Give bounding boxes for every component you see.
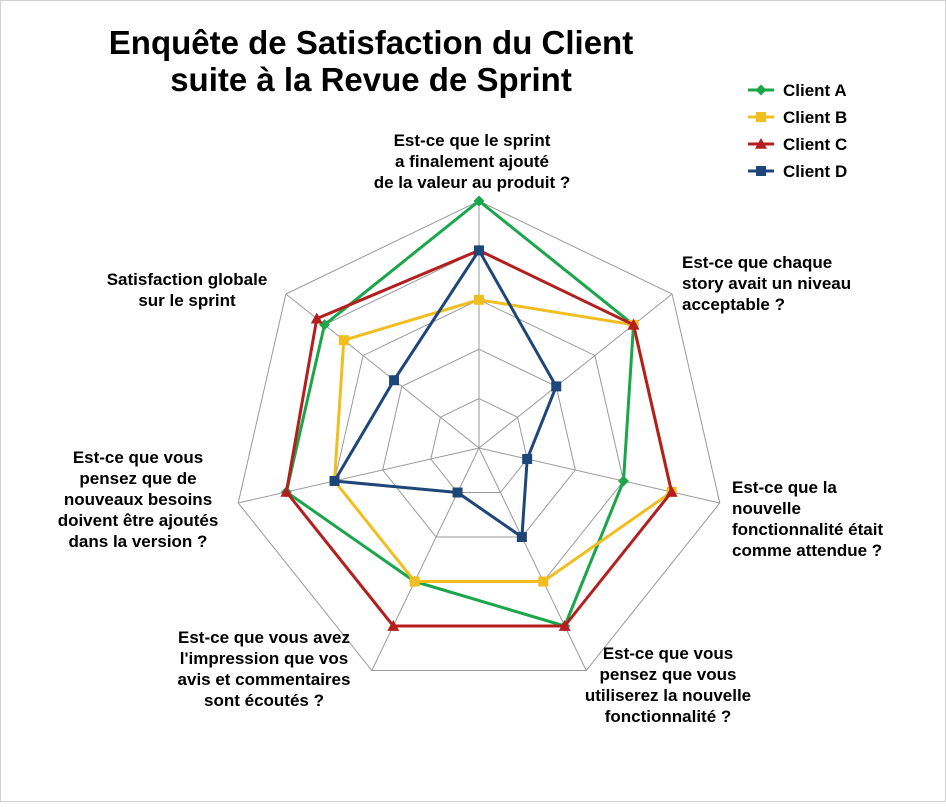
axis-label-line: sont écoutés ? <box>204 691 324 710</box>
data-point <box>474 245 484 256</box>
legend-item: Client C <box>748 135 847 154</box>
data-point <box>665 485 678 497</box>
axis-label-line: Est-ce que vous <box>603 644 733 663</box>
axis-label-line: de la valeur au produit ? <box>374 173 570 192</box>
data-point <box>329 475 340 486</box>
series-line <box>284 248 674 628</box>
legend-marker <box>755 138 767 149</box>
axis-labels: Est-ce que le sprint a finalement ajouté d… <box>58 131 884 726</box>
chart-title-line: Enquête de Satisfaction du Client <box>109 24 633 61</box>
grid-spoke <box>478 447 720 504</box>
legend-marker <box>756 166 766 176</box>
grid-spoke <box>478 447 587 671</box>
axis-label-line: avis et commentaires <box>178 670 351 689</box>
data-point <box>409 576 420 587</box>
axis-label-line: l'impression que vos <box>180 649 348 668</box>
data-point <box>617 475 629 487</box>
series-client-a <box>280 195 639 632</box>
legend-item: Client D <box>748 162 847 181</box>
grid-ring <box>430 398 528 493</box>
data-point <box>452 487 463 498</box>
data-point <box>389 375 400 386</box>
axis-label-line: Est-ce que le sprint <box>394 131 551 150</box>
data-point <box>310 312 323 324</box>
data-point <box>522 453 533 464</box>
axis-label-line: Est-ce que vous avez <box>178 628 350 647</box>
axis-label-line: doivent être ajoutés <box>58 511 219 530</box>
axis-label: Est-ce que la nouvelle fonctionnalité étai… <box>732 478 883 560</box>
series-client-d <box>329 245 562 543</box>
axis-label-line: sur le sprint <box>138 291 236 310</box>
legend-marker <box>756 112 766 122</box>
series-line <box>333 248 558 539</box>
data-point <box>387 620 400 631</box>
axis-label: Satisfaction globale sur le sprint <box>107 270 268 310</box>
series-line <box>333 298 674 583</box>
axis-label-line: pensez que de <box>79 469 196 488</box>
series-client-b <box>329 294 677 587</box>
axis-label: Est-ce que le sprint a finalement ajouté d… <box>374 131 570 192</box>
axis-label-line: utiliserez la nouvelle <box>585 686 751 705</box>
axis-label-line: nouvelle <box>732 499 801 518</box>
axis-label-line: fonctionnalité ? <box>605 707 732 726</box>
legend: Client A Client B Client C Client D <box>748 81 847 181</box>
legend-item: Client B <box>748 108 847 127</box>
data-series <box>280 195 678 632</box>
data-point <box>280 485 293 497</box>
data-point <box>474 294 484 305</box>
data-point <box>516 532 527 543</box>
grid-ring <box>382 348 576 538</box>
axis-label-line: comme attendue ? <box>732 541 882 560</box>
grid-spoke <box>238 447 480 504</box>
data-point <box>473 195 485 207</box>
axis-label-line: Est-ce que la <box>732 478 837 497</box>
data-point <box>538 576 549 587</box>
axis-label-line: story avait un niveau <box>682 274 851 293</box>
data-point <box>627 318 640 330</box>
axis-label: Est-ce que vous avez l'impression que vos… <box>178 628 351 710</box>
axis-label: Est-ce que vous pensez que vous utiliserez… <box>585 644 751 726</box>
data-point <box>558 620 571 631</box>
legend-item: Client A <box>748 81 847 100</box>
axis-label-line: acceptable ? <box>682 295 785 314</box>
chart-title-line: suite à la Revue de Sprint <box>170 61 572 98</box>
axis-label-line: dans la version ? <box>69 532 208 551</box>
axis-label: Est-ce que vous pensez que de nouveaux bes… <box>58 448 219 551</box>
axis-label: Est-ce que chaque story avait un niveau ac… <box>682 253 851 314</box>
legend-label: Client A <box>783 81 847 100</box>
data-point <box>338 335 349 346</box>
data-point <box>551 381 562 392</box>
axis-label-line: nouveaux besoins <box>64 490 212 509</box>
legend-label: Client B <box>783 108 847 127</box>
series-line <box>284 199 635 628</box>
grid-spoke <box>478 293 673 449</box>
grid-spoke <box>371 447 480 671</box>
legend-label: Client C <box>783 135 847 154</box>
axis-label-line: Satisfaction globale <box>107 270 268 289</box>
axis-label-line: fonctionnalité était <box>732 520 883 539</box>
grid-ring <box>237 200 721 671</box>
legend-label: Client D <box>783 162 847 181</box>
axis-label-line: Est-ce que vous <box>73 448 203 467</box>
axis-label-line: a finalement ajouté <box>395 152 549 171</box>
legend-marker <box>755 84 767 96</box>
axis-label-line: pensez que vous <box>600 665 737 684</box>
axis-label-line: Est-ce que chaque <box>682 253 832 272</box>
